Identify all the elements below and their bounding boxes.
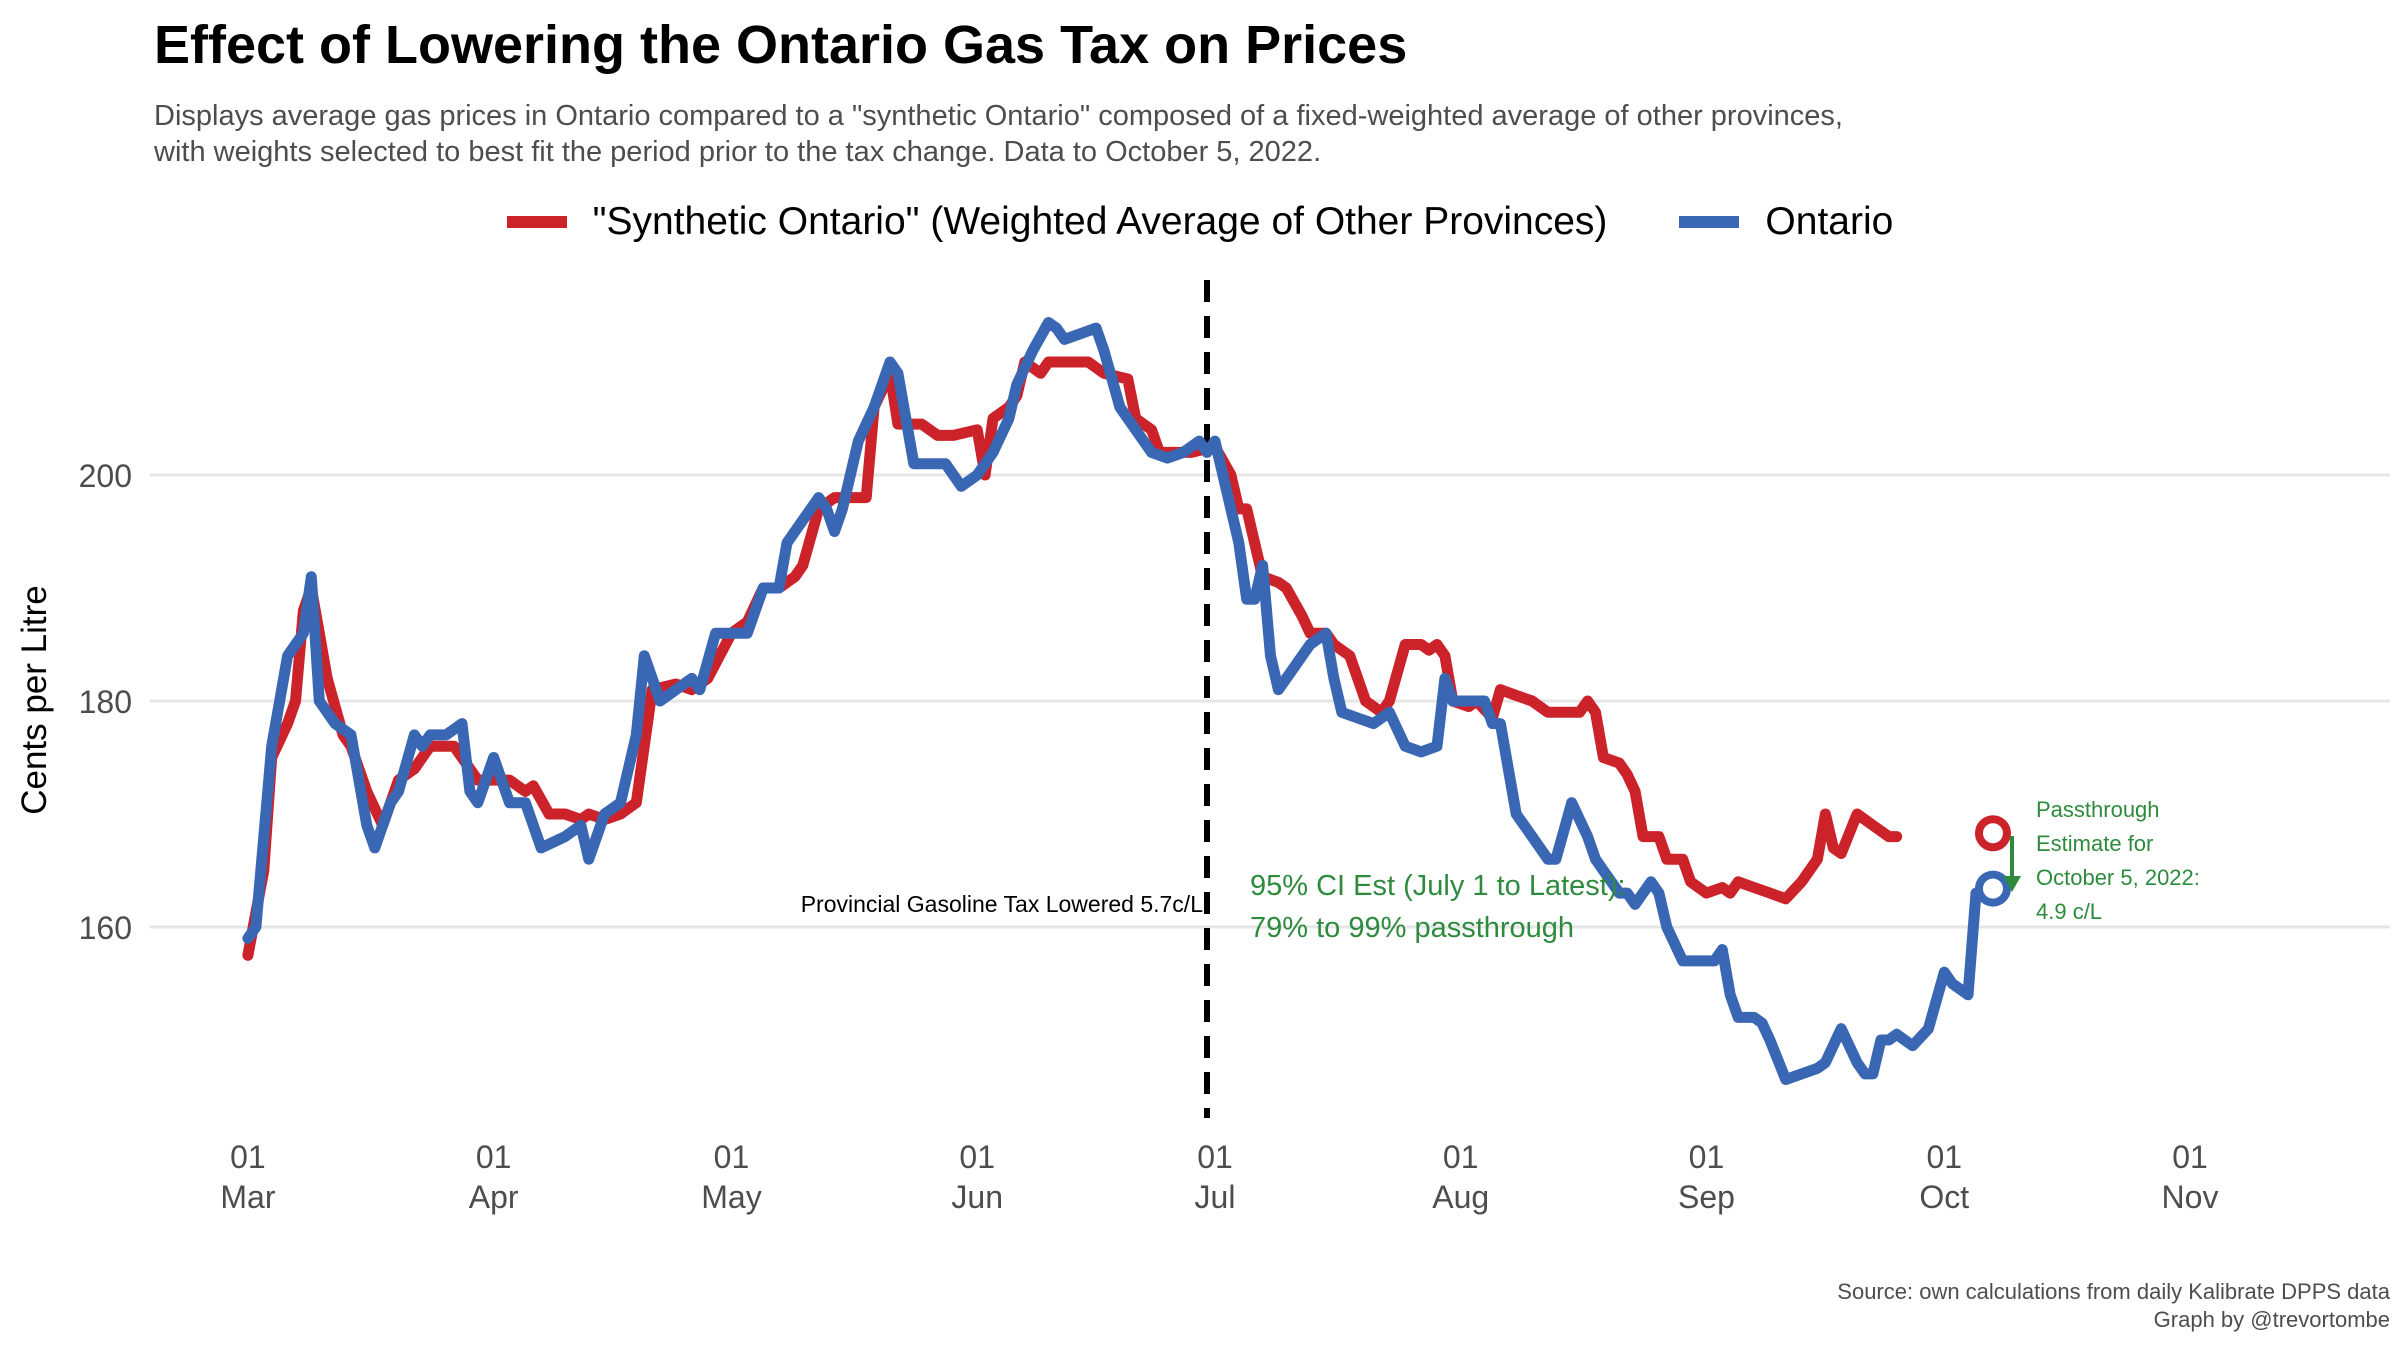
passthrough-text-line-3: October 5, 2022: xyxy=(2036,865,2200,890)
tax-change-label: Provincial Gasoline Tax Lowered 5.7c/L xyxy=(801,891,1204,917)
x-tick-month-aug: Aug xyxy=(1432,1179,1489,1215)
series-line-synthetic xyxy=(242,356,1903,961)
x-tick-month-may: May xyxy=(701,1179,761,1215)
x-tick-month-apr: Apr xyxy=(469,1179,519,1215)
series-line-ontario xyxy=(242,317,1982,1085)
x-tick-day-jun: 01 xyxy=(959,1139,995,1175)
x-tick-month-sep: Sep xyxy=(1678,1179,1735,1215)
x-tick-month-oct: Oct xyxy=(1919,1179,1969,1215)
x-tick-month-jun: Jun xyxy=(951,1179,1003,1215)
x-tick-day-mar: 01 xyxy=(230,1139,266,1175)
caption-credit: Graph by @trevortombe xyxy=(2153,1307,2390,1332)
passthrough-arrow-head xyxy=(2003,876,2021,892)
y-axis-label: Cents per Litre xyxy=(15,585,54,815)
x-tick-day-may: 01 xyxy=(714,1139,750,1175)
ci-annotation-line2: 79% to 99% passthrough xyxy=(1250,912,1574,944)
legend-item-synthetic: "Synthetic Ontario" (Weighted Average of… xyxy=(506,200,1608,244)
end-marker-synthetic xyxy=(1974,815,2011,852)
legend-swatch-synthetic xyxy=(506,216,567,228)
passthrough-text-line-2: Estimate for xyxy=(2036,831,2153,856)
x-tick-day-oct: 01 xyxy=(1926,1139,1962,1175)
legend-swatch-ontario xyxy=(1679,216,1740,228)
x-tick-month-mar: Mar xyxy=(220,1179,275,1215)
legend-label-synthetic: "Synthetic Ontario" (Weighted Average of… xyxy=(592,200,1608,243)
legend-item-ontario: Ontario xyxy=(1679,200,1893,244)
legend-label-ontario: Ontario xyxy=(1765,200,1894,243)
y-tick-label-160: 160 xyxy=(79,910,132,946)
x-tick-day-nov: 01 xyxy=(2172,1139,2208,1175)
caption-source: Source: own calculations from daily Kali… xyxy=(1837,1279,2390,1304)
caption: Source: own calculations from daily Kali… xyxy=(1837,1278,2390,1334)
x-tick-day-jul: 01 xyxy=(1197,1139,1233,1175)
x-tick-day-apr: 01 xyxy=(476,1139,512,1175)
chart-subtitle: Displays average gas prices in Ontario c… xyxy=(154,100,1843,168)
x-tick-day-aug: 01 xyxy=(1443,1139,1479,1175)
y-tick-label-180: 180 xyxy=(79,684,132,720)
legend: "Synthetic Ontario" (Weighted Average of… xyxy=(0,200,2400,244)
ci-annotation-line1: 95% CI Est (July 1 to Latest): xyxy=(1250,870,1626,902)
end-marker-ontario xyxy=(1974,870,2011,907)
chart-title: Effect of Lowering the Ontario Gas Tax o… xyxy=(154,15,1408,75)
passthrough-text-line-4: 4.9 c/L xyxy=(2036,899,2102,924)
x-tick-month-nov: Nov xyxy=(2162,1179,2219,1215)
x-tick-month-jul: Jul xyxy=(1195,1179,1236,1215)
passthrough-text-line-1: Passthrough xyxy=(2036,797,2160,822)
y-tick-label-200: 200 xyxy=(79,458,132,494)
x-tick-day-sep: 01 xyxy=(1689,1139,1725,1175)
